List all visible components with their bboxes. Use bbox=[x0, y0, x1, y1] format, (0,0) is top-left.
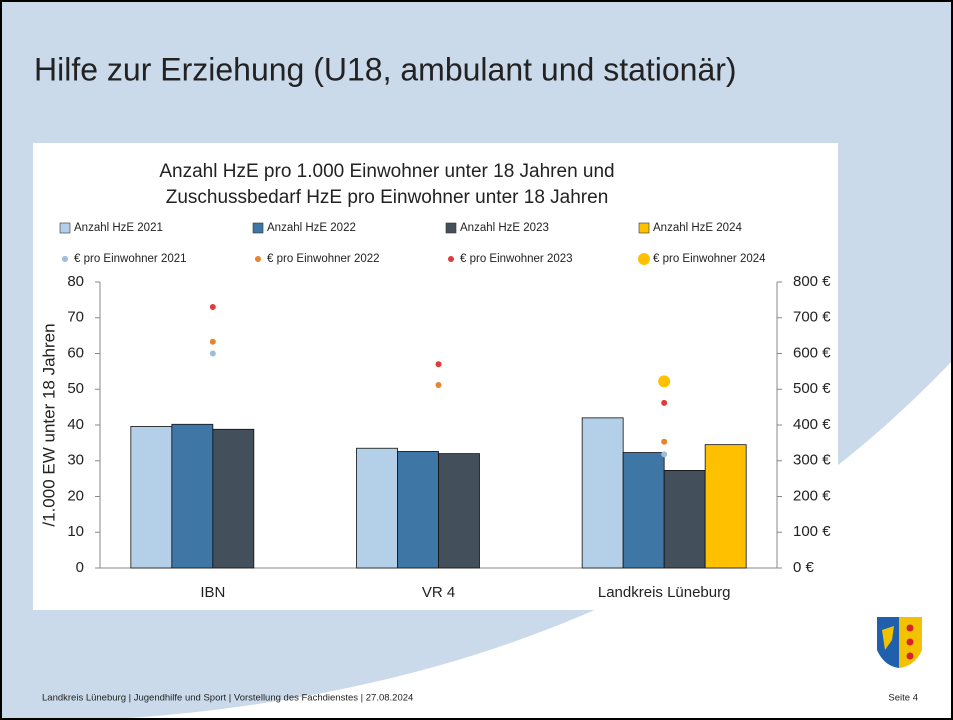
legend-label: Anzahl HzE 2024 bbox=[653, 222, 742, 234]
bar bbox=[171, 423, 214, 569]
point bbox=[435, 381, 442, 388]
bar bbox=[704, 444, 747, 569]
y-tick-label: 40 bbox=[67, 416, 84, 433]
slide-curve bbox=[100, 360, 953, 720]
point bbox=[435, 361, 442, 368]
legend-label: € pro Einwohner 2022 bbox=[267, 253, 380, 265]
bar bbox=[663, 470, 706, 569]
point bbox=[661, 451, 668, 458]
y-tick-label: 60 bbox=[67, 344, 84, 361]
y-tick-label: 10 bbox=[67, 523, 84, 540]
bar bbox=[622, 452, 665, 569]
chart-title: Zuschussbedarf HzE pro Einwohner unter 1… bbox=[166, 187, 609, 208]
y-tick-label: 0 bbox=[76, 559, 84, 576]
y2-tick-label: 0 € bbox=[793, 559, 815, 576]
point bbox=[658, 375, 671, 388]
legend-label: € pro Einwohner 2023 bbox=[460, 253, 573, 265]
legend-marker bbox=[638, 222, 650, 234]
point bbox=[209, 304, 216, 311]
legend-label: Anzahl HzE 2021 bbox=[74, 222, 163, 234]
bar bbox=[397, 451, 439, 569]
y-tick-label: 30 bbox=[67, 452, 84, 469]
legend-marker bbox=[59, 222, 71, 234]
bar bbox=[212, 428, 255, 569]
y-tick-label: 20 bbox=[67, 487, 84, 504]
legend-marker bbox=[445, 222, 457, 234]
legend-label: € pro Einwohner 2024 bbox=[653, 253, 766, 265]
point bbox=[209, 338, 216, 345]
y-axis-label: /1.000 EW unter 18 Jahren bbox=[39, 323, 58, 526]
point bbox=[209, 350, 216, 357]
y-tick-label: 50 bbox=[67, 380, 84, 397]
legend-label: Anzahl HzE 2023 bbox=[460, 222, 549, 234]
point bbox=[661, 438, 668, 445]
y2-tick-label: 300 € bbox=[793, 452, 831, 469]
y2-tick-label: 600 € bbox=[793, 344, 831, 361]
slide-title: Hilfe zur Erziehung (U18, ambulant und s… bbox=[34, 51, 737, 87]
x-tick-label: Landkreis Lüneburg bbox=[598, 584, 731, 601]
y-tick-label: 70 bbox=[67, 309, 84, 326]
page-number: Seite 4 bbox=[888, 693, 918, 704]
y2-tick-label: 700 € bbox=[793, 309, 831, 326]
legend-marker bbox=[255, 256, 261, 262]
y-tick-label: 80 bbox=[67, 273, 84, 290]
bar bbox=[130, 426, 173, 569]
y2-tick-label: 800 € bbox=[793, 273, 831, 290]
legend-label: Anzahl HzE 2022 bbox=[267, 222, 356, 234]
legend-marker bbox=[638, 253, 650, 265]
logo bbox=[877, 617, 922, 668]
legend-label: € pro Einwohner 2021 bbox=[74, 253, 187, 265]
legend-marker bbox=[252, 222, 264, 234]
y2-tick-label: 500 € bbox=[793, 380, 831, 397]
legend-marker bbox=[448, 256, 454, 262]
footer: Landkreis Lüneburg | Jugendhilfe und Spo… bbox=[42, 693, 413, 704]
bar bbox=[581, 417, 624, 569]
y2-tick-label: 400 € bbox=[793, 416, 831, 433]
x-tick-label: VR 4 bbox=[422, 584, 455, 601]
legend-marker bbox=[62, 256, 68, 262]
bar bbox=[356, 447, 398, 569]
y2-tick-label: 100 € bbox=[793, 523, 831, 540]
bar bbox=[438, 453, 480, 569]
y2-tick-label: 200 € bbox=[793, 487, 831, 504]
point bbox=[661, 399, 668, 406]
x-tick-label: IBN bbox=[200, 584, 225, 601]
chart-title: Anzahl HzE pro 1.000 Einwohner unter 18 … bbox=[159, 161, 614, 182]
